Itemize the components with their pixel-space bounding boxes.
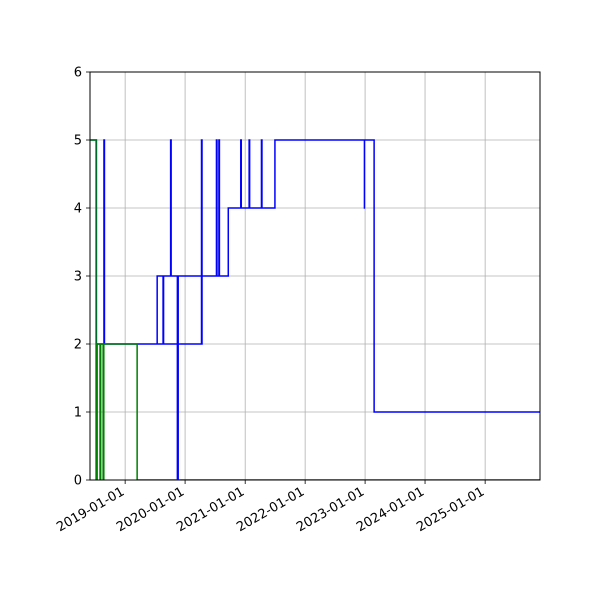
y-tick-label: 0 <box>74 474 82 489</box>
series-line-2 <box>90 139 540 480</box>
y-tick-label: 1 <box>74 406 82 421</box>
y-tick-label: 4 <box>74 202 82 217</box>
y-axis: 0 1 2 3 4 5 6 <box>74 66 90 489</box>
y-tick-label: 3 <box>74 270 82 285</box>
y-tick-label: 2 <box>74 338 82 353</box>
series-layer <box>90 139 540 480</box>
y-tick-label: 6 <box>74 66 82 81</box>
series-line-1 <box>90 139 540 480</box>
y-tick-label: 5 <box>74 134 82 149</box>
